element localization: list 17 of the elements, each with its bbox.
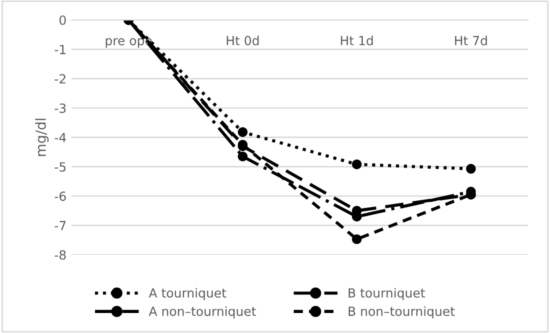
legend-label: B tourniquet [348,288,425,300]
y-tick-label: -7 [54,221,66,230]
y-tick-label: -4 [54,133,66,142]
y-tick-label: -8 [54,250,66,260]
legend-label: B non–tourniquet [348,306,455,318]
y-axis-title: mg/dl [35,118,49,156]
y-tick-label: 0 [60,15,66,25]
x-tick-label: Ht 1d [340,36,373,46]
y-tick-label: -5 [54,162,66,172]
x-tick-label: Ht 0d [226,36,259,46]
x-tick-label: Ht 7d [455,36,487,46]
y-tick-label: -3 [54,103,66,113]
y-tick-label: -6 [54,192,66,201]
legend-label: A tourniquet [148,288,226,300]
y-tick-label: -1 [54,44,66,54]
legend-label: A non–tourniquet [148,306,256,318]
y-tick-label: -2 [54,74,66,84]
